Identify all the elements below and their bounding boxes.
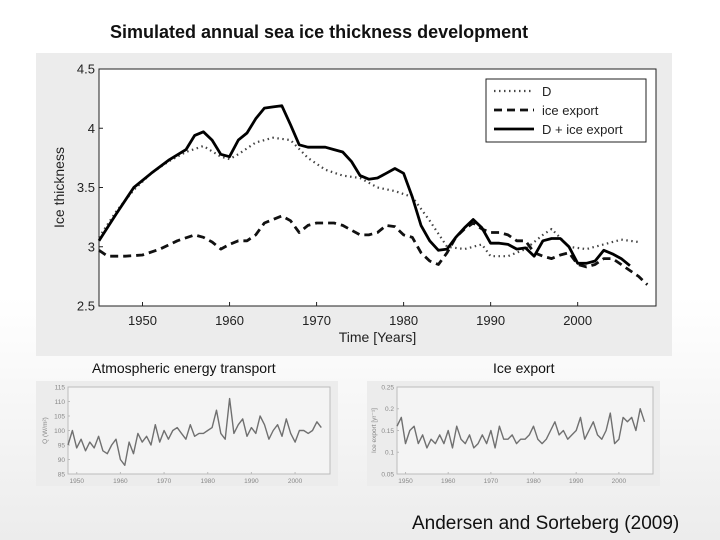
- ice-thickness-chart: 1950 1960 1970 1980 1990 2000 2.5 3 3.5 4 4.5 Time …: [51, 62, 657, 345]
- main-chart-panel: 1950 1960 1970 1980 1990 2000 2.5 3 3.5 4 4.5 Time …: [36, 53, 672, 356]
- export-plot-area: [396, 386, 654, 475]
- energy-y-tick-label: 115: [55, 384, 66, 391]
- thickness-y-tick-label: 3: [88, 239, 95, 254]
- export-x-tick-label: 2000: [612, 478, 627, 485]
- thickness-y-tick-label: 2.5: [77, 299, 95, 314]
- energy-x-tick-label: 2000: [288, 478, 303, 485]
- export-y-tick-label: 0.1: [385, 450, 394, 457]
- ice-export-chart: 1950 1960 1970 1980 1990 2000 0.05 0.1 0.15 0.2 0.…: [371, 384, 654, 485]
- energy-series-atmospheric-energy-transport: [67, 397, 322, 466]
- energy-x-tick-label: 1990: [244, 478, 259, 485]
- thickness-x-axis-label: Time [Years]: [339, 329, 417, 345]
- thickness-y-axis-label: Ice thickness: [51, 147, 67, 228]
- ice-export-label: Ice export: [493, 360, 555, 376]
- thickness-series-d: [98, 136, 639, 258]
- thickness-y-tick-label: 3.5: [77, 180, 95, 195]
- thickness-series-d-ice-export: [97, 104, 631, 267]
- energy-x-tick-label: 1960: [113, 478, 128, 485]
- export-x-tick-label: 1980: [526, 478, 541, 485]
- export-x-tick-label: 1970: [484, 478, 499, 485]
- thickness-x-tick-label: 2000: [563, 313, 592, 328]
- citation: Andersen and Sorteberg (2009): [412, 513, 680, 534]
- export-series-ice-export: [396, 408, 646, 449]
- thickness-x-tick-label: 1950: [128, 313, 157, 328]
- thickness-x-tick-label: 1990: [476, 313, 505, 328]
- energy-y-tick-label: 110: [55, 399, 66, 406]
- legend-label: ice export: [542, 103, 599, 118]
- energy-transport-panel: 1950 1960 1970 1980 1990 2000 85 90 95 100 105 110 1…: [36, 381, 338, 486]
- export-y-tick-label: 0.15: [381, 428, 394, 435]
- energy-plot-area: [67, 386, 331, 475]
- export-y-tick-label: 0.25: [381, 384, 394, 391]
- energy-y-axis-label: Q (W/m²): [42, 417, 49, 444]
- legend-box: [485, 78, 647, 143]
- thickness-x-tick-label: 1960: [215, 313, 244, 328]
- energy-x-tick-label: 1980: [200, 478, 215, 485]
- export-y-axis-label: Ice export [yr⁻¹]: [371, 408, 378, 453]
- thickness-series-ice-export: [98, 214, 649, 286]
- energy-y-tick-label: 100: [54, 428, 65, 435]
- export-y-tick-label: 0.2: [385, 406, 394, 413]
- export-x-tick-label: 1960: [441, 478, 456, 485]
- energy-y-tick-label: 90: [58, 457, 66, 464]
- ice-export-panel: 1950 1960 1970 1980 1990 2000 0.05 0.1 0.15 0.2 0.…: [367, 381, 660, 486]
- export-x-tick-label: 1990: [569, 478, 584, 485]
- energy-transport-chart: 1950 1960 1970 1980 1990 2000 85 90 95 100 105 110 1…: [42, 384, 331, 485]
- thickness-y-tick-label: 4.5: [77, 62, 95, 77]
- energy-y-tick-label: 105: [54, 413, 65, 420]
- thickness-x-tick-label: 1970: [302, 313, 331, 328]
- thickness-x-tick-label: 1980: [389, 313, 418, 328]
- export-x-tick-label: 1950: [398, 478, 413, 485]
- energy-y-tick-label: 95: [58, 442, 66, 449]
- legend-label: D: [542, 84, 551, 99]
- energy-x-tick-label: 1970: [157, 478, 172, 485]
- slide-title: Simulated annual sea ice thickness devel…: [110, 22, 529, 42]
- export-y-tick-label: 0.05: [381, 471, 394, 478]
- energy-y-tick-label: 85: [58, 471, 66, 478]
- thickness-y-tick-label: 4: [88, 121, 95, 136]
- energy-x-tick-label: 1950: [69, 478, 84, 485]
- legend-label: D + ice export: [542, 122, 623, 137]
- atmospheric-transport-label: Atmospheric energy transport: [92, 360, 276, 376]
